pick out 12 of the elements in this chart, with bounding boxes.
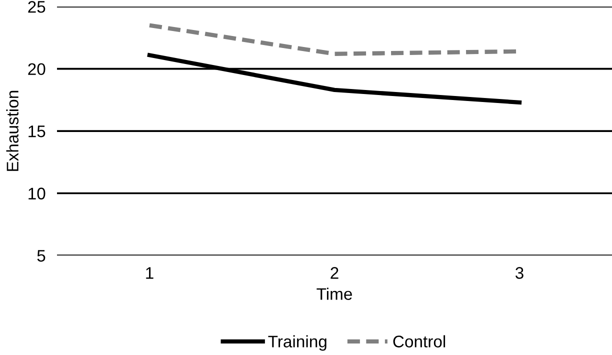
x-axis-title: Time xyxy=(316,288,352,300)
y-tick-label: 10 xyxy=(28,188,46,200)
y-tick-label: 25 xyxy=(28,1,46,13)
y-tick-label: 5 xyxy=(37,250,46,262)
y-tick-label: 15 xyxy=(28,126,46,138)
legend-label: Training xyxy=(268,335,326,351)
y-tick-label: 20 xyxy=(28,63,46,76)
x-tick-label: 3 xyxy=(516,267,524,279)
x-tick-label: 2 xyxy=(330,267,338,279)
legend-label: Control xyxy=(393,335,446,348)
y-axis-title: Exhaustion xyxy=(6,90,19,171)
x-tick-label: 1 xyxy=(146,267,154,279)
